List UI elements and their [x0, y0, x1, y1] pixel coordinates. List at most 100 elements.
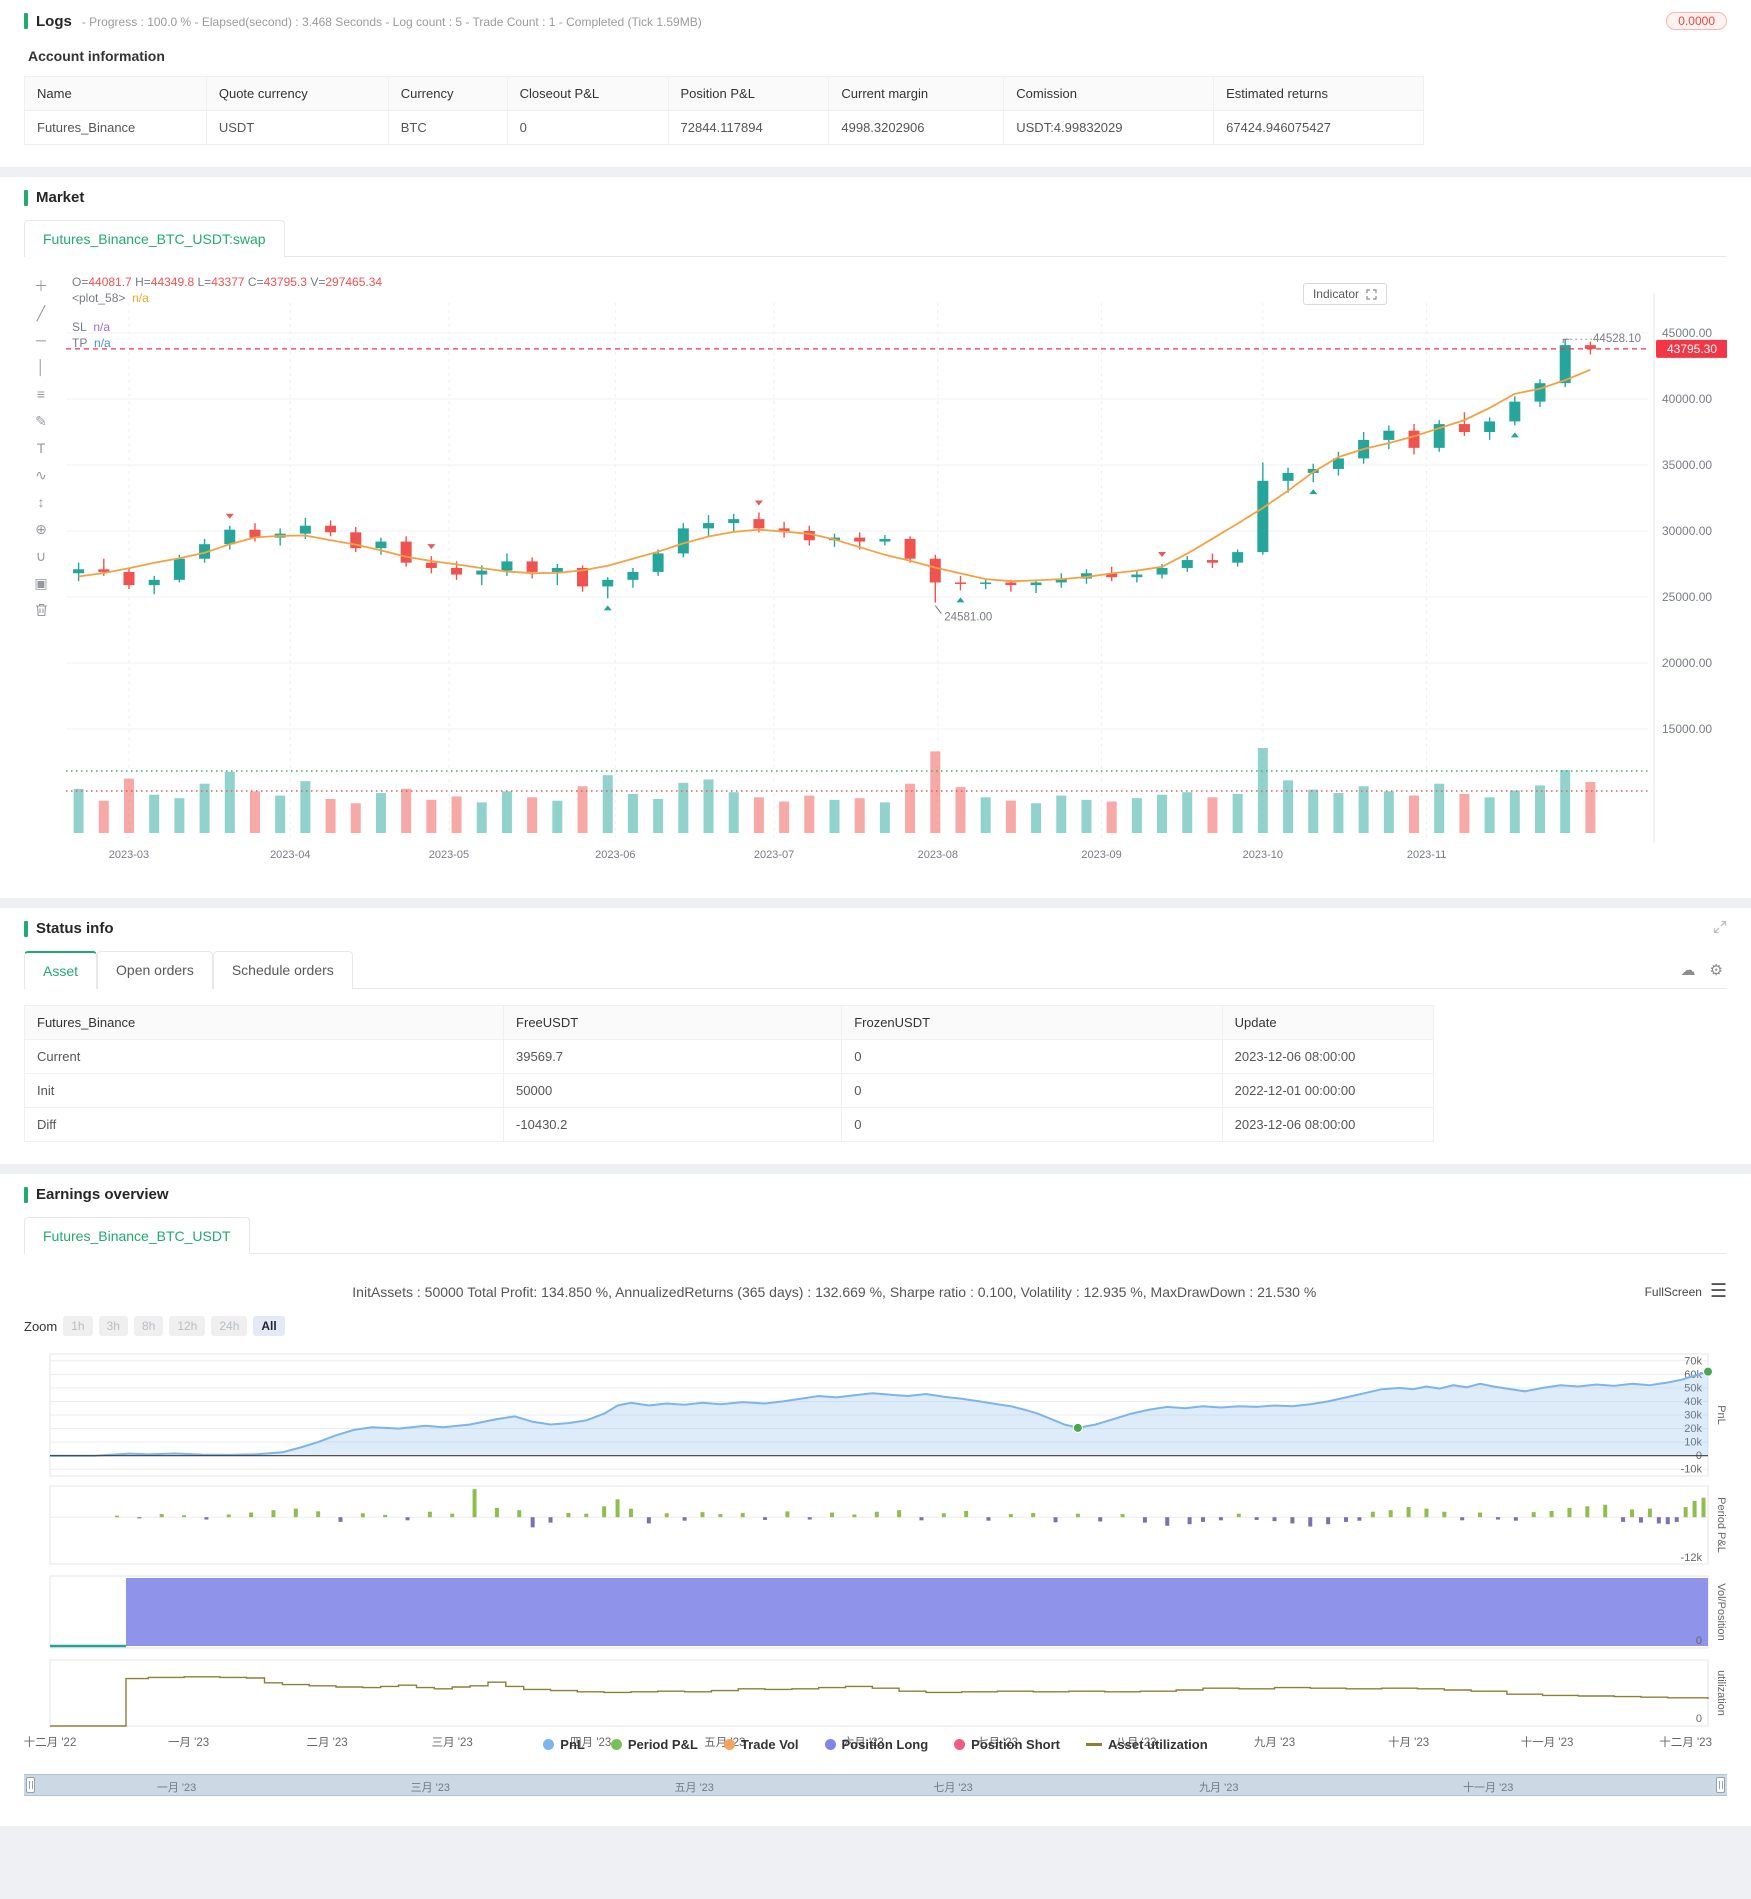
page: Logs - Progress : 100.0 % - Elapsed(seco… — [0, 0, 1751, 1826]
trash-icon[interactable] — [35, 603, 48, 619]
market-header: Market — [24, 189, 1727, 206]
navigator-label: 七月 '23 — [933, 1782, 973, 1794]
svg-text:Period P&L: Period P&L — [1715, 1497, 1727, 1553]
svg-text:45000.00: 45000.00 — [1662, 326, 1712, 340]
zoom-button-1h[interactable]: 1h — [63, 1316, 93, 1336]
svg-text:40k: 40k — [1684, 1396, 1702, 1408]
horizontal-line-icon[interactable]: ─ — [36, 332, 46, 348]
fullscreen-button[interactable]: FullScreen ☰ — [1645, 1281, 1727, 1302]
brush-icon[interactable]: ✎ — [35, 413, 47, 429]
svg-text:30000.00: 30000.00 — [1662, 524, 1712, 538]
cloud-sync-icon[interactable]: ☁ — [1680, 961, 1696, 979]
zoom-in-icon[interactable]: ⊕ — [35, 521, 47, 537]
svg-text:2023-08: 2023-08 — [918, 849, 958, 861]
legend-item-position-short[interactable]: Position Short — [954, 1737, 1060, 1752]
current-frozen: 0 — [841, 1039, 1223, 1074]
cell-position-pnl: 72844.117894 — [667, 110, 830, 145]
market-candlestick-chart[interactable]: 45000.00 40000.00 35000.00 30000.00 25000.00… — [58, 273, 1728, 873]
tabbar-spacer — [250, 1217, 1727, 1253]
legend-item-trade-vol[interactable]: Trade Vol — [723, 1737, 799, 1752]
cell-comission: USDT:4.99832029 — [1003, 110, 1215, 145]
legend-item-pnl[interactable]: PnL — [543, 1737, 585, 1752]
asset-table: Futures_Binance FreeUSDT FrozenUSDT Upda… — [23, 1005, 1435, 1142]
status-section: Status info Asset Open orders Schedule o… — [0, 908, 1751, 1164]
zoom-button-12h[interactable]: 12h — [169, 1316, 206, 1336]
measure-icon[interactable]: ↕ — [37, 494, 45, 510]
indicator-button[interactable]: Indicator — [1302, 283, 1387, 305]
tab-schedule-orders[interactable]: Schedule orders — [212, 951, 353, 989]
account-table-row: Futures_Binance USDT BTC 0 72844.117894 … — [24, 110, 1424, 145]
svg-text:七月 '23: 七月 '23 — [977, 1736, 1018, 1749]
current-free: 39569.7 — [503, 1039, 843, 1074]
svg-text:2023-09: 2023-09 — [1081, 849, 1121, 861]
zoom-button-24h[interactable]: 24h — [211, 1316, 248, 1336]
market-plot-area: 45000.00 40000.00 35000.00 30000.00 25000.00… — [58, 273, 1728, 876]
diff-frozen: 0 — [841, 1107, 1223, 1142]
text-tool-icon[interactable]: T — [36, 440, 46, 456]
logs-section: Logs - Progress : 100.0 % - Elapsed(seco… — [0, 0, 1751, 167]
vertical-line-icon[interactable]: │ — [36, 359, 46, 375]
tab-asset[interactable]: Asset — [24, 951, 98, 989]
crosshair-icon[interactable]: ＋ — [34, 278, 48, 294]
init-free: 50000 — [503, 1073, 843, 1108]
svg-text:六月 '23: 六月 '23 — [843, 1736, 884, 1749]
fib-retracement-icon[interactable]: ≡ — [36, 386, 46, 402]
col-position-pnl: Position P&L — [667, 76, 830, 111]
navigator-handle-left[interactable] — [26, 1777, 35, 1793]
tab-futures-binance-btc-usdt-swap[interactable]: Futures_Binance_BTC_USDT:swap — [24, 220, 285, 257]
zoom-button-8h[interactable]: 8h — [133, 1316, 164, 1336]
logs-title: Logs — [36, 12, 72, 30]
cell-estimated-returns: 67424.946075427 — [1213, 110, 1424, 145]
logs-header: Logs - Progress : 100.0 % - Elapsed(seco… — [24, 12, 1727, 30]
range-navigator[interactable]: 一月 '23 三月 '23 五月 '23 七月 '23 九月 '23 十一月 '23 — [24, 1774, 1727, 1796]
magnet-icon[interactable]: ∪ — [35, 548, 47, 564]
menu-hamburger-icon[interactable]: ☰ — [1709, 1281, 1727, 1302]
row-label-diff: Diff — [23, 1107, 505, 1142]
legend-label: Asset utilization — [1108, 1737, 1208, 1752]
trend-line-icon[interactable]: ╱ — [36, 305, 46, 321]
pattern-icon[interactable]: ∿ — [35, 467, 47, 483]
zoom-button-3h[interactable]: 3h — [98, 1316, 128, 1336]
svg-text:2023-07: 2023-07 — [754, 849, 794, 861]
legend-marker — [610, 1739, 622, 1750]
logs-value-badge: 0.0000 — [1666, 12, 1727, 30]
legend-marker — [543, 1739, 555, 1750]
svg-text:2023-05: 2023-05 — [429, 849, 469, 861]
fullscreen-expand-icon[interactable] — [1713, 920, 1727, 937]
legend-item-asset-utilization[interactable]: Asset utilization — [1086, 1737, 1208, 1752]
navigator-label: 三月 '23 — [410, 1782, 450, 1794]
svg-text:十二月 '22: 十二月 '22 — [24, 1735, 76, 1749]
svg-text:10k: 10k — [1684, 1437, 1702, 1449]
cell-quote-currency: USDT — [205, 110, 389, 145]
earnings-multi-panel-chart[interactable]: 70k60k50k40k30k20k10k0-10kPnL-12kPeriod … — [24, 1348, 1727, 1760]
svg-text:utilization: utilization — [1715, 1670, 1727, 1716]
utilization-line — [50, 1676, 1709, 1727]
indicator-button-label: Indicator — [1312, 287, 1359, 301]
asset-row-current: Current 39569.7 0 2023-12-06 08:00:00 — [23, 1039, 1435, 1074]
legend-item-position-long[interactable]: Position Long — [824, 1737, 928, 1752]
legend-marker — [1086, 1743, 1102, 1746]
svg-text:50k: 50k — [1684, 1382, 1702, 1394]
legend-item-period-p-l[interactable]: Period P&L — [610, 1737, 698, 1752]
earnings-section: Earnings overview Futures_Binance_BTC_US… — [0, 1174, 1751, 1826]
navigator-handle-right[interactable] — [1716, 1777, 1725, 1793]
expand-icon — [1366, 288, 1377, 300]
navigator-label: 九月 '23 — [1199, 1782, 1239, 1794]
zoom-button-all[interactable]: All — [253, 1316, 285, 1336]
chart-legend: PnL Period P&L Trade Vol Position Long Posit… — [24, 1737, 1727, 1752]
svg-text:44528.10: 44528.10 — [1593, 333, 1641, 345]
trade-markers: 44528.10 24581.00 — [225, 333, 1641, 624]
tab-open-orders[interactable]: Open orders — [97, 951, 213, 989]
account-info-table: Name Quote currency Currency Closeout P&… — [24, 76, 1424, 145]
section-accent-bar — [24, 1186, 28, 1203]
earnings-header: Earnings overview — [24, 1186, 1727, 1203]
row-label-current[interactable]: Current — [23, 1039, 505, 1074]
legend-label: Period P&L — [627, 1737, 698, 1752]
tab-futures-binance-btc-usdt[interactable]: Futures_Binance_BTC_USDT — [24, 1217, 250, 1254]
svg-text:70k: 70k — [1684, 1355, 1702, 1367]
earnings-stats: InitAssets : 50000 Total Profit: 134.850… — [352, 1284, 1317, 1300]
lock-icon[interactable]: ▣ — [34, 575, 48, 591]
cell-current-margin: 4998.3202906 — [828, 110, 1005, 145]
settings-gear-icon[interactable]: ⚙ — [1709, 961, 1723, 979]
legend-marker — [824, 1739, 836, 1750]
